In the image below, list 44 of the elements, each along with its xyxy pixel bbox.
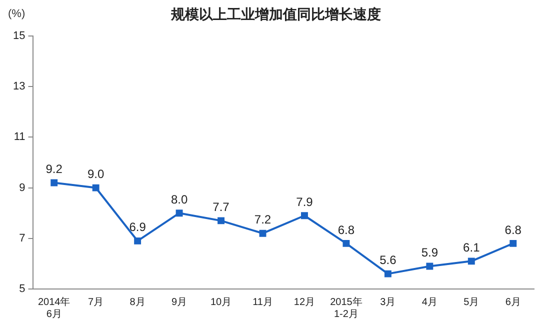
point	[134, 237, 142, 244]
data-label: 6.9	[129, 220, 146, 234]
x-tick-label: 3月	[380, 296, 396, 308]
point	[259, 230, 266, 237]
point	[301, 212, 308, 220]
point	[92, 184, 100, 192]
y-tick-label: 5	[19, 283, 26, 296]
x-tick-label: 11月	[252, 296, 273, 308]
x-tick-label: 6月	[505, 296, 521, 308]
data-label: 6.8	[338, 222, 355, 237]
data-label: 5.6	[380, 253, 397, 268]
point	[50, 179, 58, 186]
y-tick-label: 7	[19, 232, 26, 244]
chart-title: 规模以上工业增加值同比增长速度	[171, 7, 381, 23]
x-tick-label: 2014年 6月	[38, 296, 70, 320]
y-tick-label: 15	[12, 30, 26, 42]
data-label: 6.1	[463, 240, 480, 254]
point	[510, 240, 517, 247]
x-tick-label: 7月	[88, 296, 104, 308]
x-tick-label: 9月	[172, 296, 188, 308]
data-label: 6.8	[504, 222, 522, 237]
data-label: 8.0	[170, 192, 188, 206]
x-tick-label: 8月	[130, 296, 146, 308]
point	[384, 270, 392, 278]
point	[468, 258, 475, 265]
data-label: 7.9	[296, 194, 314, 209]
y-axis-title: (%)	[8, 8, 26, 20]
x-tick-label: 4月	[422, 296, 438, 308]
point	[218, 217, 224, 224]
data-label: 5.9	[421, 246, 438, 260]
point	[176, 210, 183, 217]
data-label: 9.2	[46, 162, 63, 176]
data-label: 9.0	[87, 167, 104, 182]
point	[426, 262, 434, 270]
y-tick-label: 9	[19, 182, 26, 194]
x-tick-label: 2015年 1-2月	[330, 296, 362, 320]
y-tick-label: 11	[14, 131, 26, 144]
data-label: 7.2	[254, 212, 272, 227]
x-tick-label: 5月	[464, 296, 480, 308]
x-tick-label: 10月	[210, 296, 232, 308]
data-label: 7.7	[212, 200, 230, 214]
point	[342, 240, 350, 247]
x-tick-label: 12月	[294, 296, 316, 308]
y-tick-label: 13	[12, 80, 26, 93]
